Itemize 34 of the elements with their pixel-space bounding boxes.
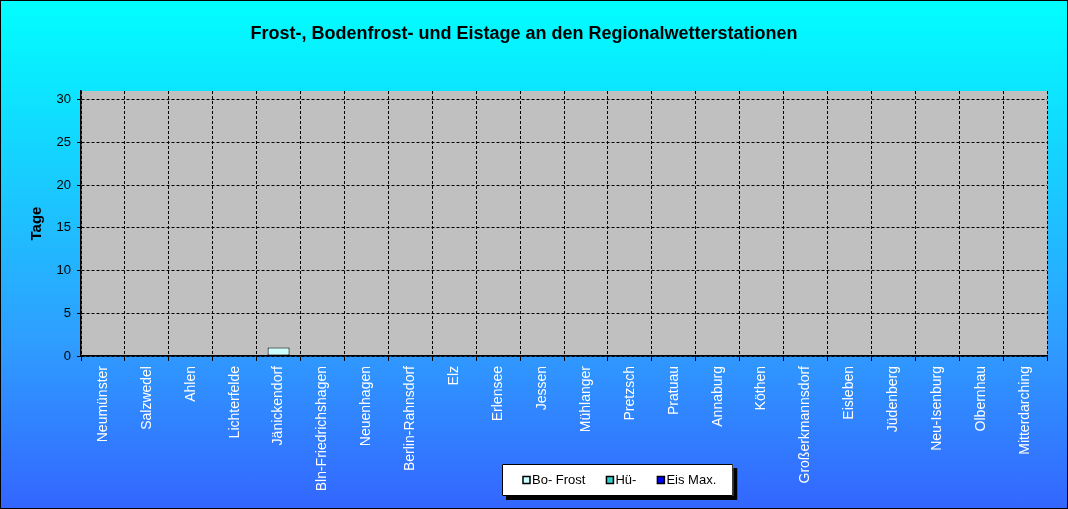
y-tick-label: 10 bbox=[56, 262, 71, 278]
x-tick-label: Neumünster bbox=[93, 365, 110, 443]
y-tick-label: 5 bbox=[63, 304, 71, 320]
x-tick-label: Eisleben bbox=[840, 366, 857, 420]
legend-label: Bo- Frost bbox=[532, 472, 586, 488]
x-tick-label: Salzwedel bbox=[137, 366, 154, 430]
x-tick-label: Neu-Isenburg bbox=[928, 366, 945, 451]
x-tick-label: Erlensee bbox=[489, 365, 505, 422]
x-tick-label: Köthen bbox=[752, 366, 769, 411]
y-axis-title: Tage bbox=[27, 206, 45, 241]
y-tick-label: 25 bbox=[56, 133, 71, 149]
x-tick-label: Pratuau bbox=[664, 366, 681, 416]
x-tick-label: Berlin-Rahnsdorf bbox=[401, 365, 418, 472]
x-tick-label: Elz bbox=[445, 366, 462, 386]
x-tick-label: Jänickendorf bbox=[269, 365, 286, 446]
x-tick-label: Olbernhau bbox=[972, 366, 988, 432]
y-tick-label: 15 bbox=[56, 219, 71, 235]
x-tick-label: Neuenhagen bbox=[357, 366, 374, 447]
x-tick-label: Bln-Friedrichshagen bbox=[313, 366, 330, 492]
y-tick-label: 20 bbox=[56, 176, 71, 192]
x-tick-label: Pretzsch bbox=[620, 366, 637, 421]
x-tick-label: Mühlanger bbox=[576, 365, 593, 433]
x-tick-label: Lichterfelde bbox=[225, 365, 242, 439]
x-tick-label: Großerkmannsdorf bbox=[796, 365, 813, 484]
x-tick-label: Ahlen bbox=[181, 366, 198, 402]
legend-label: Eis Max. bbox=[666, 472, 717, 488]
y-tick-label: 0 bbox=[63, 347, 71, 363]
legend-label: Hü- bbox=[615, 472, 637, 488]
x-tick-label: Annaburg bbox=[708, 366, 725, 427]
x-tick-label: Mitterdarching bbox=[1015, 366, 1032, 455]
chart-title: Frost-, Bodenfrost- und Eistage an den Regionalwetterstationen bbox=[250, 22, 798, 43]
x-tick-label: Jüdenberg bbox=[884, 366, 901, 433]
x-tick-label: Jessen bbox=[532, 366, 549, 411]
y-tick-label: 30 bbox=[56, 91, 71, 107]
